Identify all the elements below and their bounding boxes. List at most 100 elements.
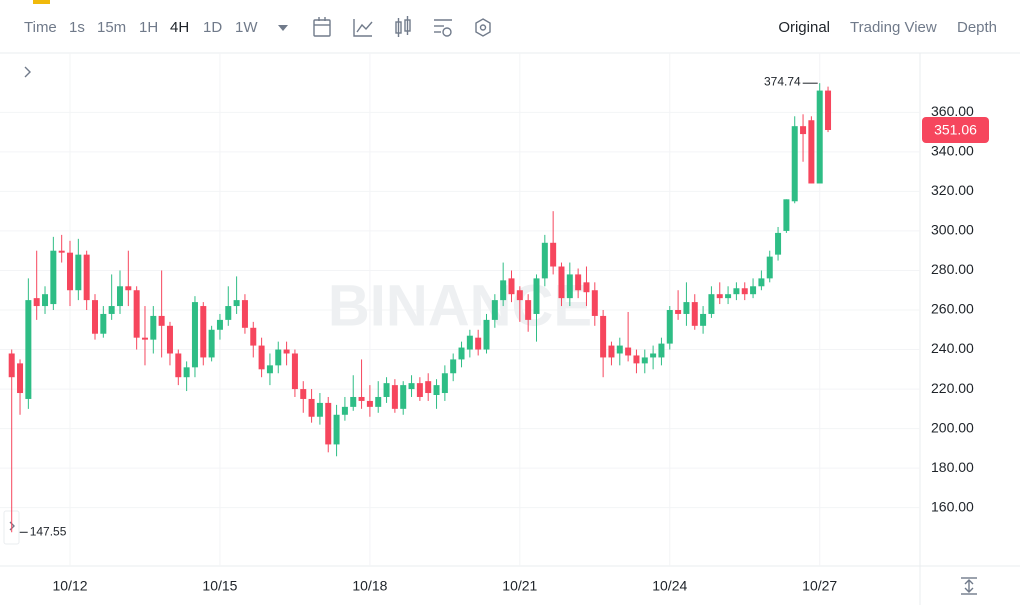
view-button[interactable]: Trading View xyxy=(850,19,937,36)
candle-body xyxy=(300,389,307,399)
candle-body xyxy=(67,252,74,291)
y-tick-label: 340.00 xyxy=(931,143,974,159)
last-price-label: 351.06 xyxy=(934,122,977,138)
candle-body xyxy=(141,337,148,340)
candle-body xyxy=(42,294,49,307)
candle-body xyxy=(508,278,515,295)
interval-button[interactable]: 1D xyxy=(203,19,222,36)
interval-button-active[interactable]: 4H xyxy=(170,19,189,36)
candle-body xyxy=(741,288,748,295)
y-tick-label: 220.00 xyxy=(931,380,974,396)
candle-body xyxy=(125,286,132,291)
candle-body xyxy=(525,300,532,320)
candle-body xyxy=(341,406,348,415)
candle-body xyxy=(233,300,240,307)
candle-body xyxy=(791,126,798,202)
candle-body xyxy=(175,353,182,378)
candle-body xyxy=(541,242,548,279)
candle-body xyxy=(616,345,623,354)
candle-body xyxy=(400,385,407,409)
candle-body xyxy=(666,310,673,344)
candle-body xyxy=(75,254,82,291)
candle-body xyxy=(116,286,123,307)
scale-icon[interactable] xyxy=(961,577,977,595)
x-tick-label: 10/12 xyxy=(52,578,87,594)
candle-body xyxy=(216,319,223,330)
candle-body xyxy=(425,381,432,394)
indicator-icon[interactable] xyxy=(353,19,373,37)
candle-body xyxy=(83,254,90,301)
x-tick-label: 10/18 xyxy=(352,578,387,594)
candle-body xyxy=(450,359,457,374)
candle-body xyxy=(758,278,765,287)
last-price-tag xyxy=(922,116,989,143)
candle-body xyxy=(633,355,640,364)
toolbar: Time 1s 15m 1H 4H 1D 1W Original Trading… xyxy=(24,16,997,37)
y-tick-label: 320.00 xyxy=(931,182,974,198)
y-tick-label: 300.00 xyxy=(931,222,974,238)
candle-body xyxy=(625,347,632,356)
interval-button[interactable]: 1W xyxy=(235,19,258,36)
candle-body xyxy=(566,274,573,299)
x-tick-label: 10/27 xyxy=(802,578,837,594)
candle-body xyxy=(516,290,523,301)
interval-button[interactable]: Time xyxy=(24,19,57,36)
candle-body xyxy=(375,396,382,407)
candle-body xyxy=(825,90,832,130)
candle-body xyxy=(433,385,440,395)
candle-body xyxy=(733,288,740,295)
high-marker-label: 374.74 xyxy=(764,74,801,88)
calendar-icon[interactable] xyxy=(313,17,331,37)
view-button-active[interactable]: Original xyxy=(778,19,830,36)
x-tick-label: 10/21 xyxy=(502,578,537,594)
x-tick-label: 10/15 xyxy=(202,578,237,594)
interval-button[interactable]: 1H xyxy=(139,19,158,36)
candle-body xyxy=(150,315,157,340)
settings-icon[interactable] xyxy=(434,19,452,37)
candle-body xyxy=(366,400,373,407)
candle-body xyxy=(700,313,707,326)
candle-body xyxy=(775,232,782,255)
tab-indicator xyxy=(33,0,50,4)
candle-body xyxy=(108,306,115,314)
candle-body xyxy=(683,302,690,314)
y-tick-label: 260.00 xyxy=(931,301,974,317)
x-tick-label: 10/24 xyxy=(652,578,687,594)
depth-icon[interactable] xyxy=(475,18,491,37)
candle-body xyxy=(258,345,265,370)
candle-body xyxy=(183,367,190,378)
candle-body xyxy=(808,120,815,184)
candle-body xyxy=(308,398,315,417)
more-intervals[interactable] xyxy=(278,25,288,31)
candle-body xyxy=(600,315,607,358)
candle-body xyxy=(800,126,807,135)
candle-body xyxy=(608,345,615,358)
candle-body xyxy=(708,294,715,314)
candle-body xyxy=(391,385,398,409)
y-tick-label: 280.00 xyxy=(931,261,974,277)
candle-body xyxy=(533,278,540,314)
candle-body xyxy=(316,402,323,417)
view-button[interactable]: Depth xyxy=(957,19,997,36)
candle-body xyxy=(8,353,15,378)
interval-button[interactable]: 1s xyxy=(69,19,85,36)
candle-body xyxy=(691,302,698,326)
candle-body xyxy=(275,349,282,366)
candle-body xyxy=(158,315,165,326)
interval-button[interactable]: 15m xyxy=(97,19,126,36)
candle-body xyxy=(716,294,723,299)
candle-body xyxy=(333,414,340,445)
candle-body xyxy=(408,383,415,390)
candle-body xyxy=(750,286,757,295)
candle-type-icon[interactable] xyxy=(395,16,411,37)
candle-body xyxy=(475,337,482,350)
candle-body xyxy=(358,396,365,401)
candle-body xyxy=(766,256,773,279)
y-tick-label: 240.00 xyxy=(931,340,974,356)
candle-body xyxy=(133,290,140,338)
candle-body xyxy=(458,347,465,360)
y-tick-label: 200.00 xyxy=(931,419,974,435)
expand-arrow[interactable] xyxy=(24,66,31,78)
candle-body xyxy=(283,349,290,354)
